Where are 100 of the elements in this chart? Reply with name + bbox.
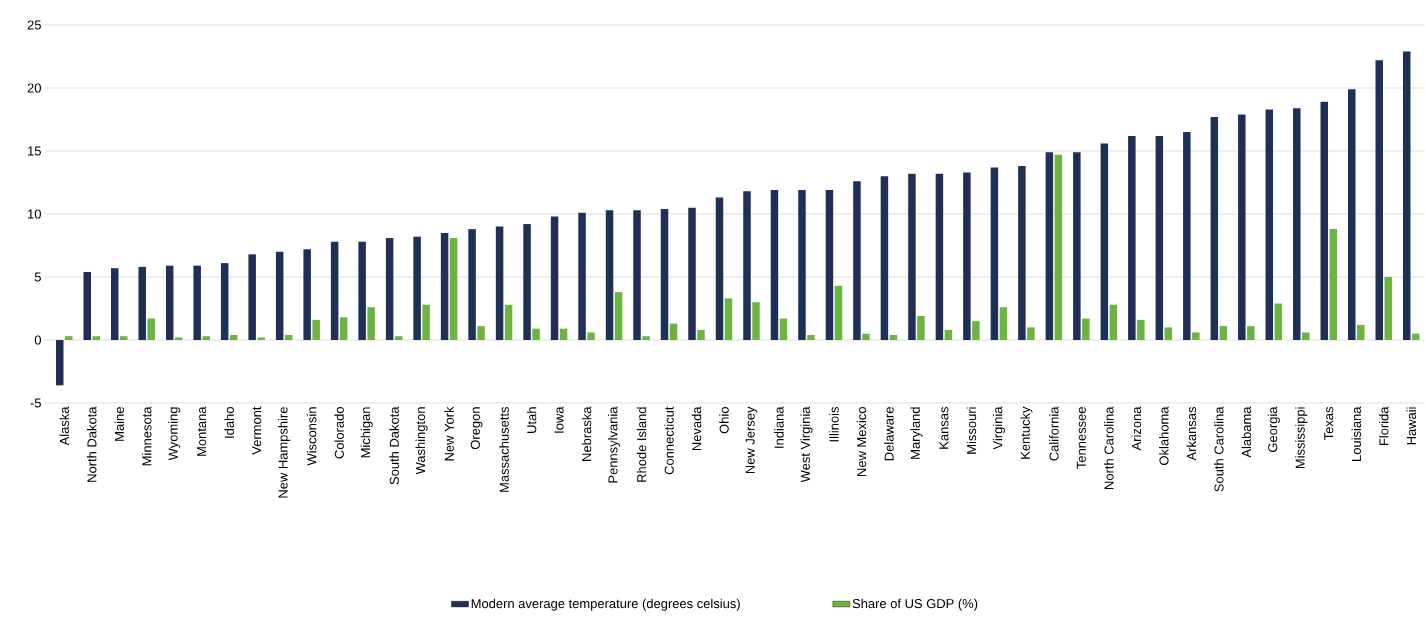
x-tick-label: Arizona xyxy=(1131,406,1142,451)
y-tick-label: 5 xyxy=(34,272,41,282)
x-tick-label: Texas xyxy=(1324,406,1334,441)
bar xyxy=(64,336,73,340)
bar xyxy=(614,292,623,340)
x-tick-label: Nevada xyxy=(691,406,702,451)
bar xyxy=(248,254,256,340)
bar xyxy=(303,249,311,340)
x-tick-label: Georgia xyxy=(1267,406,1280,452)
bar xyxy=(798,190,806,340)
x-tick-label: Utah xyxy=(526,407,537,433)
bar xyxy=(880,176,889,340)
y-tick-label: 0 xyxy=(34,335,41,345)
bar xyxy=(523,224,531,340)
x-tick-label: Oregon xyxy=(470,407,483,450)
bar xyxy=(1073,152,1081,340)
bar xyxy=(358,241,366,340)
x-tick-label: Maine xyxy=(114,407,124,441)
bar xyxy=(1384,277,1392,340)
bar xyxy=(202,336,210,340)
x-tick-label: Wyoming xyxy=(168,407,181,461)
bar xyxy=(743,191,751,340)
bar xyxy=(532,328,540,340)
y-tick-label: -5 xyxy=(30,398,41,408)
bar xyxy=(55,340,64,386)
bar xyxy=(999,307,1008,340)
bar xyxy=(990,167,999,340)
bar xyxy=(1238,114,1246,340)
x-tick-label: Colorado xyxy=(334,407,344,459)
bar xyxy=(1183,132,1191,340)
bar xyxy=(779,318,788,340)
bar xyxy=(917,316,925,340)
bar xyxy=(1357,324,1365,340)
x-tick-label: Alabama xyxy=(1241,406,1252,458)
x-tick-label: Alaska xyxy=(59,406,69,446)
bar xyxy=(697,329,705,340)
legend-label: Modern average temperature (degrees celsius) xyxy=(471,598,740,611)
bar xyxy=(449,237,458,340)
x-tick-label: Indiana xyxy=(774,406,784,448)
bar xyxy=(1082,318,1090,340)
bar xyxy=(367,307,375,340)
x-tick-label: Ohio xyxy=(719,407,729,434)
x-tick-label: Delaware xyxy=(884,407,894,461)
x-tick-label: Maryland xyxy=(910,407,923,459)
bar xyxy=(1402,51,1411,340)
x-tick-label: North Dakota xyxy=(86,406,97,482)
x-tick-label: North Carolina xyxy=(1104,406,1114,489)
x-tick-label: New Jersey xyxy=(745,406,758,474)
bar xyxy=(257,337,265,340)
bar xyxy=(147,318,155,340)
y-tick-label: 20 xyxy=(27,83,41,93)
bar xyxy=(825,190,834,340)
bar xyxy=(935,173,944,340)
bar xyxy=(578,212,586,340)
x-tick-label: Washington xyxy=(415,407,428,475)
bar xyxy=(92,336,100,340)
x-tick-label: Kentucky xyxy=(1020,406,1033,459)
bar xyxy=(477,326,485,340)
bar xyxy=(165,265,174,340)
bar xyxy=(385,237,394,340)
bar xyxy=(193,265,201,340)
bar xyxy=(220,263,229,340)
x-tick-label: South Carolina xyxy=(1214,406,1224,492)
x-tick-label: Montana xyxy=(197,406,207,456)
bar xyxy=(1265,109,1274,340)
bar xyxy=(1210,116,1219,340)
bar xyxy=(413,236,421,340)
bar xyxy=(1027,327,1035,340)
bar xyxy=(1109,304,1118,340)
bar xyxy=(1054,154,1063,340)
bar xyxy=(669,323,678,340)
bar xyxy=(1293,108,1301,340)
x-tick-label: Florida xyxy=(1378,406,1389,446)
bar xyxy=(275,251,284,340)
x-tick-label: Kansas xyxy=(939,406,949,449)
x-tick-label: Michigan xyxy=(360,407,373,458)
bar xyxy=(440,232,449,340)
bar xyxy=(1192,332,1200,340)
bar xyxy=(1375,60,1383,340)
x-tick-label: New Mexico xyxy=(856,407,867,476)
legend-label: Share of US GDP (%) xyxy=(852,598,978,611)
bar xyxy=(1100,143,1109,340)
bar xyxy=(972,321,980,340)
x-tick-label: Idaho xyxy=(224,407,234,438)
bar xyxy=(83,271,91,340)
bar xyxy=(660,208,669,340)
x-tick-label: New Hampshire xyxy=(278,407,291,498)
bar xyxy=(1274,303,1283,340)
bar xyxy=(752,302,760,340)
bar xyxy=(834,285,843,340)
bar xyxy=(853,181,861,340)
bar xyxy=(330,241,339,340)
bar xyxy=(908,173,916,340)
bar xyxy=(174,337,183,340)
bar xyxy=(1348,89,1356,340)
x-tick-label: Arkansas xyxy=(1186,406,1197,461)
bar xyxy=(138,266,146,340)
x-tick-label: South Dakota xyxy=(389,406,399,485)
x-tick-label: Mississippi xyxy=(1295,407,1308,469)
y-tick-label: 10 xyxy=(28,209,41,219)
